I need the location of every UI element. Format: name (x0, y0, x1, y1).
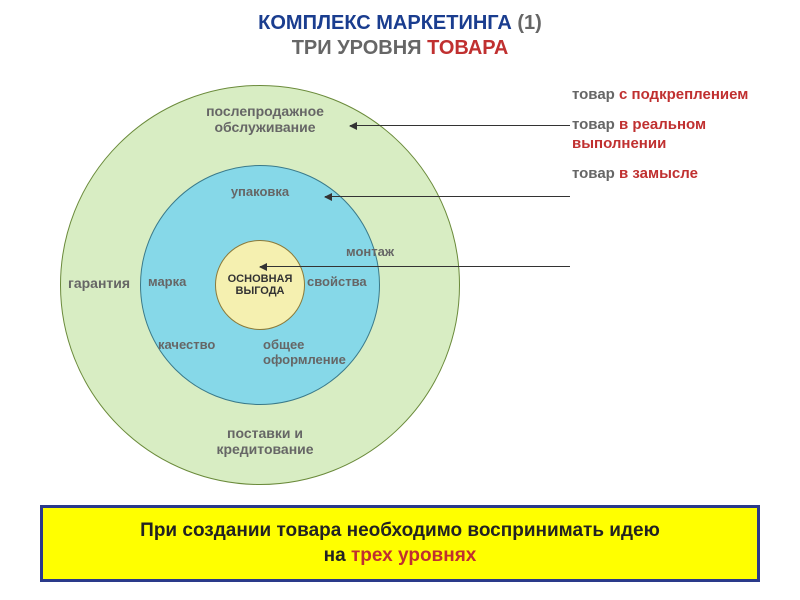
arrow-middle (325, 196, 570, 197)
mid-label-left: марка (148, 275, 208, 290)
outer-label-bottom: поставки и кредитование (195, 425, 335, 457)
legend-0-gray: товар (572, 86, 619, 103)
bottom-callout: При создании товара необходимо восприним… (40, 505, 760, 582)
bottom-line2: на трех уровнях (55, 543, 745, 569)
core-label-l1: ОСНОВНАЯ (228, 273, 293, 285)
legend-row-1: товар в реальном выполнении (572, 115, 782, 154)
bottom-line1: При создании товара необходимо восприним… (55, 518, 745, 544)
bottom-l2-red: трех уровнях (351, 545, 476, 566)
legend-row-2: товар в замысле (572, 164, 782, 184)
mid-label-bottom-right: общее оформление (263, 338, 373, 368)
mid-br-l2: оформление (263, 352, 346, 367)
arrow-outer (350, 125, 570, 126)
outer-label-top: послепродажное обслуживание (180, 103, 350, 135)
diagram-title: КОМПЛЕКС МАРКЕТИНГА (1) ТРИ УРОВНЯ ТОВАР… (0, 0, 800, 60)
bottom-l2-pre: на (324, 545, 351, 566)
mid-label-top: упаковка (220, 185, 300, 200)
mid-br-l1: общее (263, 337, 304, 352)
legend-1-gray: товар (572, 116, 619, 133)
title-line1-suffix: (1) (517, 12, 541, 34)
core-label: ОСНОВНАЯ ВЫГОДА (215, 273, 305, 297)
mid-label-montazh: монтаж (346, 245, 416, 260)
title-line2-pre: ТРИ УРОВНЯ (292, 37, 422, 59)
legend: товар с подкреплением товар в реальном в… (572, 85, 782, 193)
outer-label-left: гарантия (68, 275, 148, 291)
legend-row-0: товар с подкреплением (572, 85, 782, 105)
title-line2-accent: ТОВАРА (427, 37, 508, 59)
arrow-core (260, 266, 570, 267)
mid-label-bottom-left: качество (158, 338, 243, 353)
legend-2-red: в замысле (619, 165, 698, 182)
outer-top-l2: обслуживание (214, 119, 315, 135)
outer-bot-l2: кредитование (216, 441, 313, 457)
core-label-l2: ВЫГОДА (236, 285, 285, 297)
mid-label-right: свойства (307, 275, 382, 290)
title-line1-main: КОМПЛЕКС МАРКЕТИНГА (258, 12, 512, 34)
outer-top-l1: послепродажное (206, 103, 324, 119)
legend-0-red: с подкреплением (619, 86, 748, 103)
concentric-diagram: ОСНОВНАЯ ВЫГОДА упаковка марка свойства … (50, 75, 470, 495)
outer-bot-l1: поставки и (227, 425, 303, 441)
legend-2-gray: товар (572, 165, 619, 182)
